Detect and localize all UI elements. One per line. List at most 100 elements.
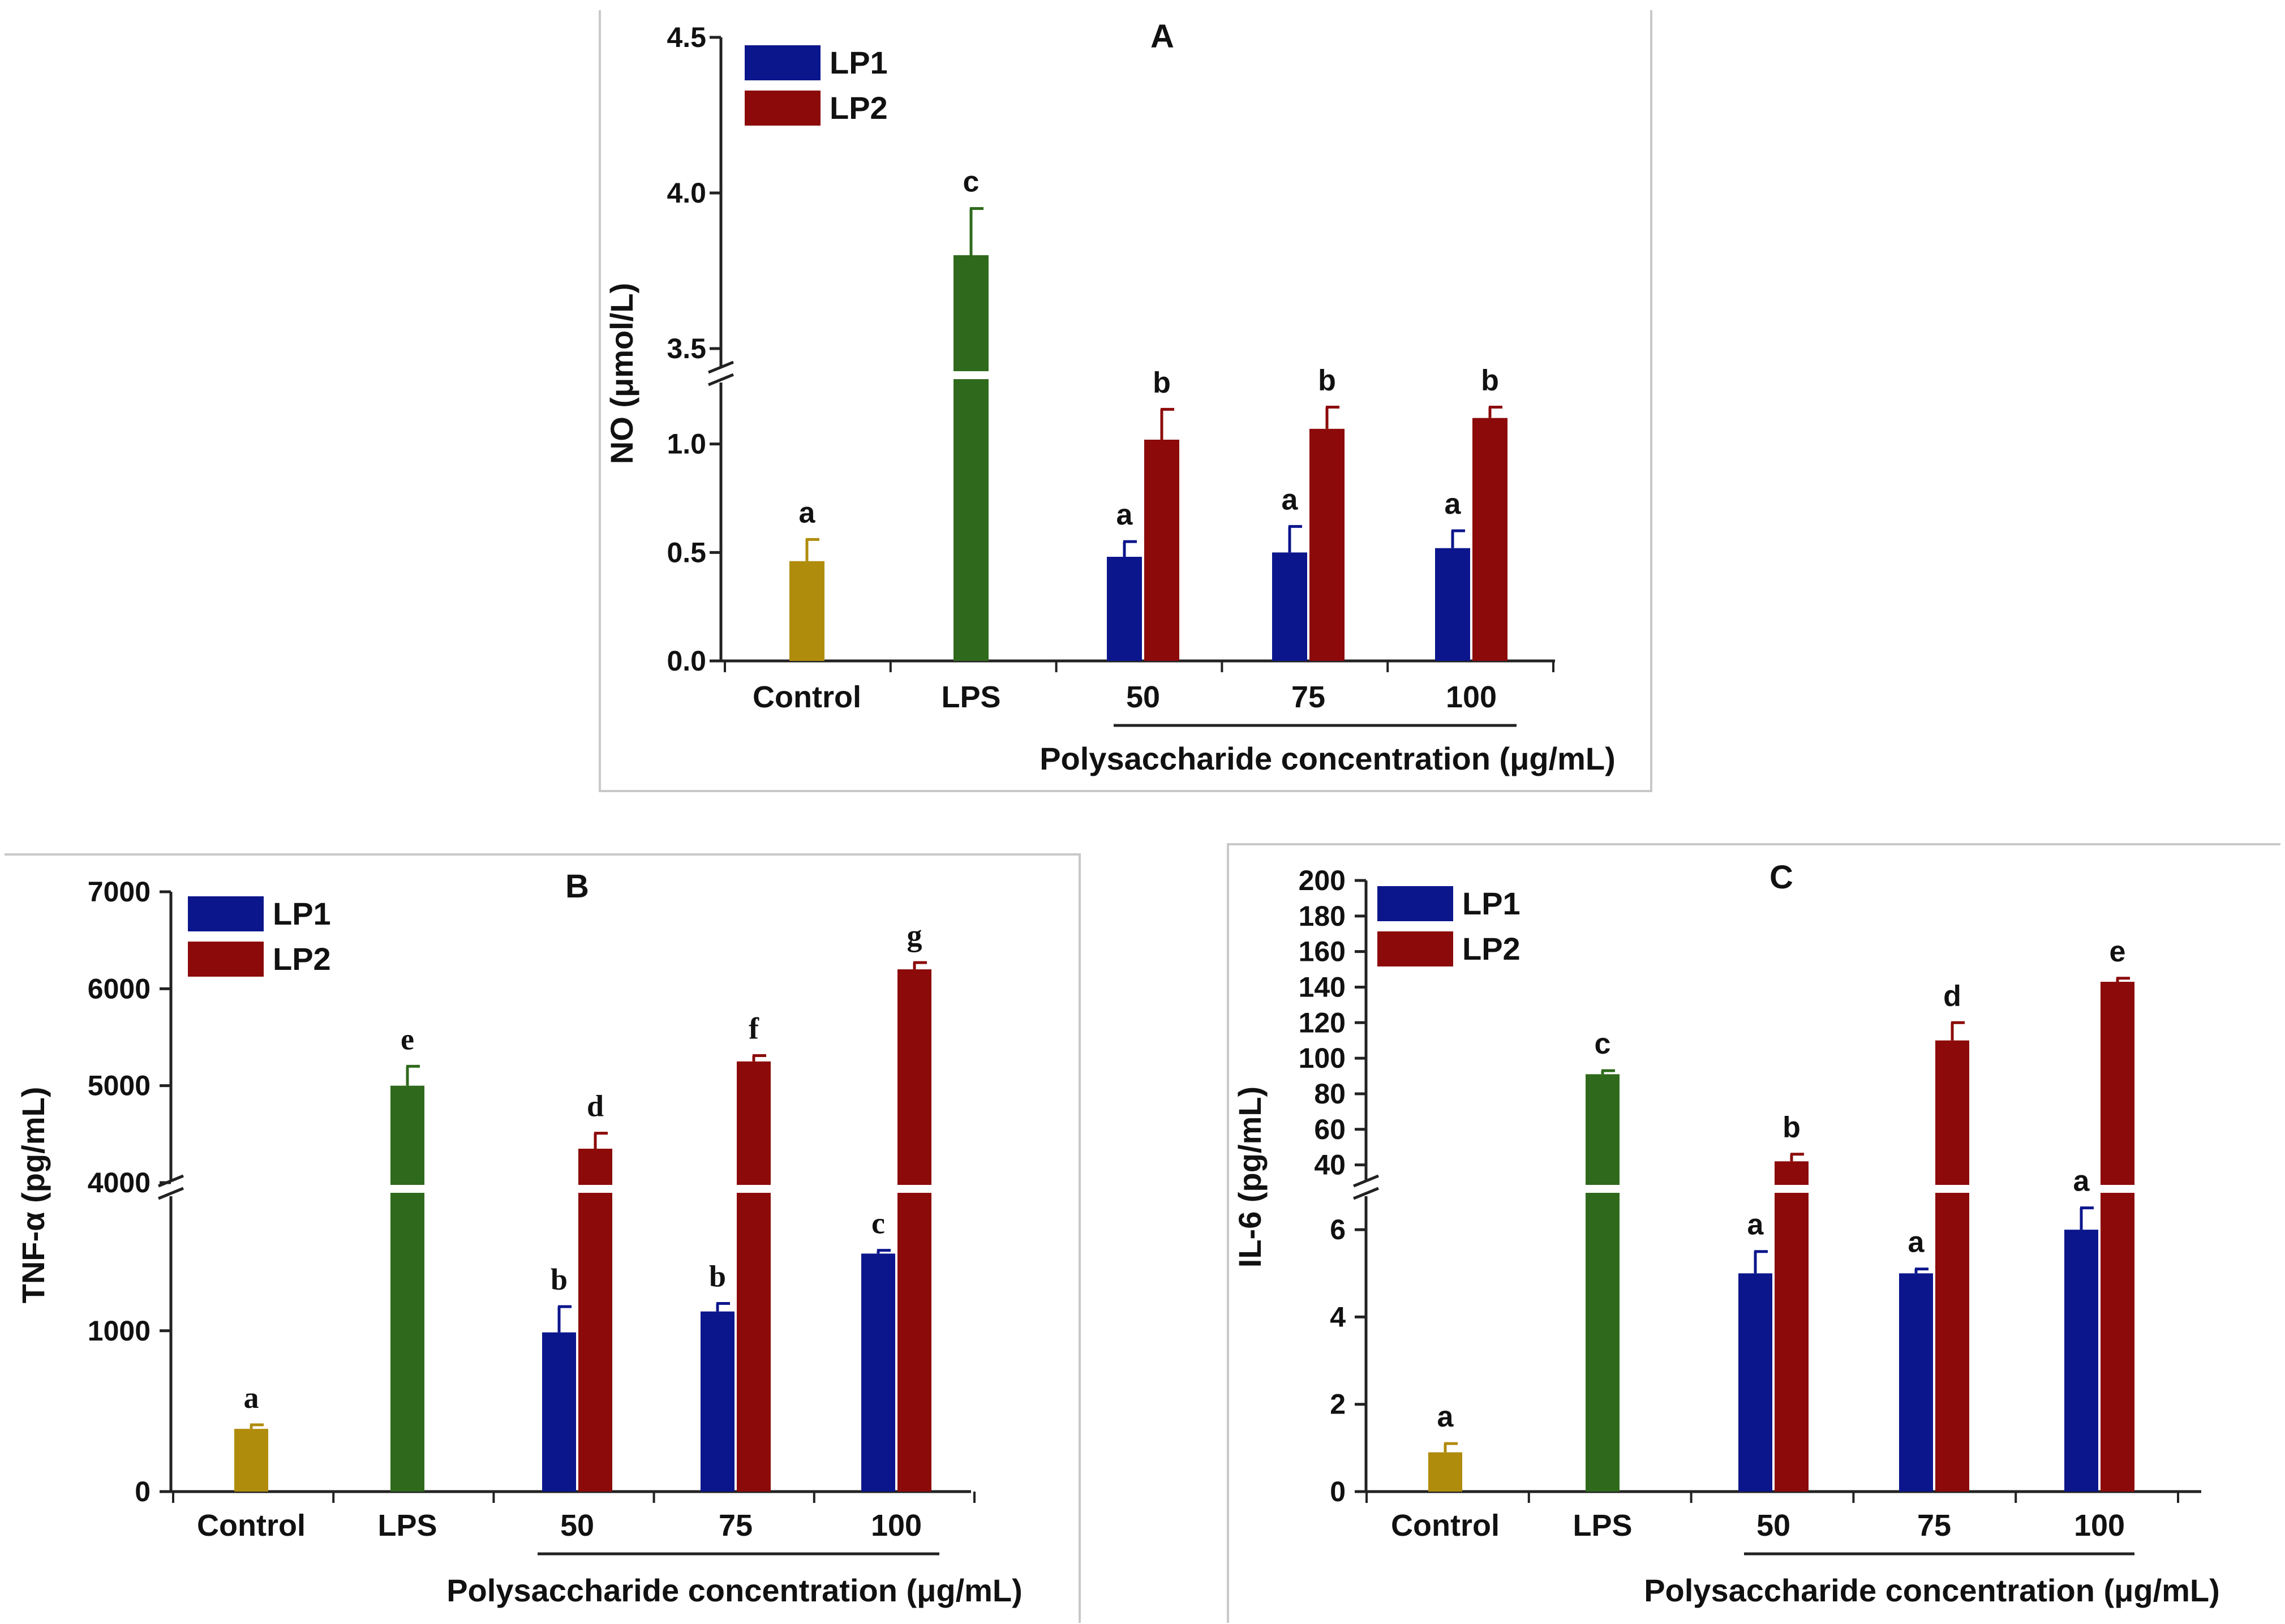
bar-lps-lps — [390, 1085, 424, 1492]
panel-c-frame — [1227, 843, 2280, 1623]
legend-swatch-lp1 — [1377, 886, 1453, 921]
y-tick-label: 60 — [1314, 1114, 1346, 1145]
x-category-label: 75 — [1917, 1509, 1951, 1543]
bar-lp1-50 — [542, 1332, 576, 1492]
panel-a-frame — [599, 10, 1652, 792]
axis-break-mark — [708, 373, 734, 386]
x-category-label: Control — [753, 680, 861, 714]
y-axis-label: IL-6 (pg/mL) — [1232, 1086, 1268, 1268]
panel-title: A — [1150, 18, 1174, 55]
bar-break-gap — [577, 1185, 613, 1193]
axis-break-mark — [1353, 1187, 1379, 1200]
significance-label: b — [551, 1262, 568, 1296]
y-tick-label: 100 — [1299, 1042, 1346, 1074]
x-category-label: 100 — [871, 1509, 922, 1543]
y-tick-label: 120 — [1299, 1007, 1346, 1038]
legend-label-lp1: LP1 — [273, 896, 331, 931]
y-tick-label: 4 — [1330, 1301, 1346, 1333]
axis-break-mark — [158, 1174, 184, 1188]
y-tick-label: 160 — [1299, 936, 1346, 968]
x-category-label: Control — [197, 1509, 306, 1543]
bar-lp2-100 — [897, 969, 931, 1492]
bar-lp1-100 — [2064, 1230, 2098, 1492]
y-tick-label: 140 — [1299, 971, 1346, 1003]
y-tick-label: 180 — [1299, 900, 1346, 932]
panel-frames — [5, 10, 2280, 1623]
y-tick-label: 80 — [1314, 1078, 1346, 1110]
significance-label: a — [1747, 1209, 1764, 1241]
significance-label: b — [1153, 366, 1171, 399]
bar-break-gap — [1773, 1185, 1810, 1193]
axis-break-mark — [708, 360, 734, 374]
legend-label-lp1: LP1 — [830, 45, 888, 80]
x-axis-label: Polysaccharide concentration (μg/mL) — [1040, 741, 1616, 776]
significance-label: a — [799, 496, 816, 529]
significance-label: a — [1445, 488, 1462, 521]
legend-label-lp2: LP2 — [273, 941, 331, 977]
bar-lp2-100 — [1472, 418, 1507, 661]
y-tick-label: 0.0 — [667, 645, 706, 677]
bar-break-gap — [736, 1185, 772, 1193]
bar-lp2-50 — [1144, 440, 1179, 661]
significance-label: b — [1318, 364, 1336, 397]
legend-swatch-lp1 — [745, 45, 821, 80]
bar-lp2-50 — [1775, 1161, 1809, 1492]
panel-title: B — [565, 868, 589, 905]
y-axis-label: NO (μmol/L) — [604, 283, 639, 464]
significance-label: a — [2073, 1165, 2090, 1198]
significance-label: e — [401, 1022, 414, 1056]
bar-lp1-100 — [1435, 548, 1470, 661]
significance-label: a — [244, 1381, 259, 1415]
y-tick-label: 1.0 — [667, 428, 706, 460]
x-category-label: 100 — [1446, 680, 1497, 714]
x-category-label: Control — [1391, 1509, 1500, 1543]
bar-break-gap — [1934, 1185, 1970, 1193]
y-tick-label: 3.5 — [667, 333, 706, 364]
legend-swatch-lp2 — [745, 91, 821, 126]
y-tick-label: 4000 — [88, 1167, 151, 1198]
legend-label-lp2: LP2 — [1462, 931, 1521, 966]
x-category-label: LPS — [1573, 1509, 1632, 1543]
significance-label: a — [1282, 483, 1299, 516]
y-tick-label: 6 — [1330, 1214, 1346, 1245]
y-tick-label: 0 — [1330, 1476, 1346, 1507]
y-tick-label: 0.5 — [667, 536, 706, 568]
bar-lp1-75 — [701, 1311, 735, 1492]
axis-break-mark — [158, 1187, 184, 1200]
x-category-label: 100 — [2074, 1509, 2125, 1543]
bar-break-gap — [389, 1185, 426, 1193]
legend-label-lp2: LP2 — [830, 90, 888, 126]
significance-label: c — [1595, 1028, 1611, 1060]
significance-label: a — [1908, 1226, 1925, 1259]
bar-break-gap — [896, 1185, 933, 1193]
x-axis-label: Polysaccharide concentration (μg/mL) — [1644, 1573, 2220, 1608]
bar-lp2-75 — [737, 1061, 771, 1492]
y-axis-label: TNF-α (pg/mL) — [15, 1087, 51, 1304]
bar-control-control — [234, 1429, 268, 1492]
y-tick-label: 1000 — [88, 1315, 151, 1347]
panel-title: C — [1769, 859, 1793, 896]
significance-label: e — [2110, 935, 2126, 968]
y-tick-label: 4.0 — [667, 177, 706, 209]
significance-label: d — [587, 1089, 604, 1123]
bar-lp2-75 — [1935, 1040, 1969, 1492]
x-category-label: 75 — [1291, 680, 1325, 714]
y-tick-label: 6000 — [88, 973, 151, 1004]
significance-label: g — [907, 918, 922, 952]
bar-lps-lps — [1586, 1074, 1620, 1492]
significance-label: c — [963, 166, 980, 199]
y-tick-label: 4.5 — [667, 22, 706, 53]
y-tick-label: 40 — [1314, 1149, 1346, 1181]
x-category-label: LPS — [377, 1509, 437, 1543]
significance-label: b — [1783, 1111, 1801, 1144]
bar-lp1-75 — [1272, 552, 1307, 661]
bar-lps-lps — [953, 255, 989, 661]
x-category-label: 50 — [560, 1509, 594, 1543]
panel-b-frame — [5, 853, 1081, 1623]
significance-label: b — [1481, 364, 1499, 397]
x-category-label: LPS — [941, 680, 1000, 714]
y-tick-label: 0 — [135, 1476, 151, 1507]
significance-label: a — [1116, 499, 1133, 531]
